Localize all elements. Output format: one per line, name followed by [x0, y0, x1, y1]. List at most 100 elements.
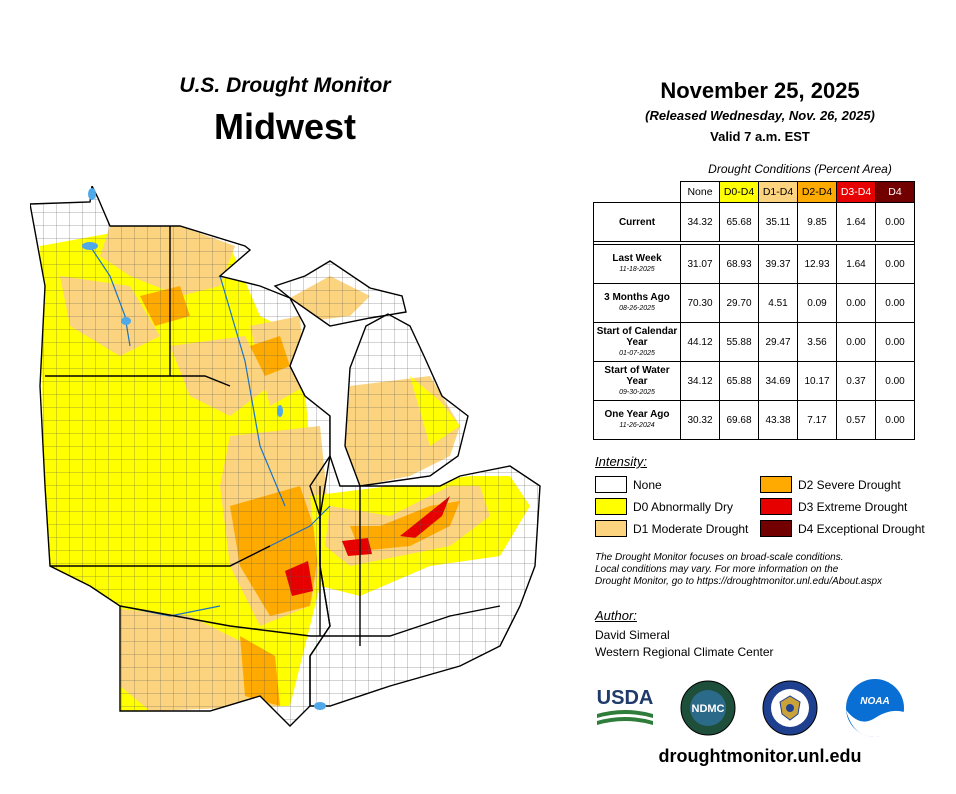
- table-caption: Drought Conditions (Percent Area): [708, 162, 892, 176]
- legend-swatch: [760, 476, 792, 493]
- table-cell: 0.00: [875, 322, 915, 362]
- info-note: The Drought Monitor focuses on broad-sca…: [595, 552, 935, 588]
- col-header: D3-D4: [836, 181, 876, 203]
- map-subtitle: U.S. Drought Monitor: [179, 74, 391, 97]
- note-line: The Drought Monitor focuses on broad-sca…: [595, 552, 844, 563]
- legend-swatch: [595, 476, 627, 493]
- table-spacer-cell: [593, 241, 915, 245]
- table-cell: 35.11: [758, 202, 798, 242]
- release-date: (Released Wednesday, Nov. 26, 2025): [645, 108, 875, 123]
- table-cell: 68.93: [719, 244, 759, 284]
- table-cell: 0.09: [797, 283, 837, 323]
- row-label: Last Week 11-18-2025: [593, 244, 681, 284]
- table-cell: 0.00: [875, 283, 915, 323]
- table-row: Last Week 11-18-2025 31.07 68.93 39.37 12.93 1…: [593, 244, 915, 284]
- legend-item-d3: D3 Extreme Drought: [760, 498, 907, 515]
- table-cell: 29.47: [758, 322, 798, 362]
- author-organization: Western Regional Climate Center: [595, 645, 774, 659]
- legend-label: D3 Extreme Drought: [798, 499, 908, 514]
- noaa-logo-text: NOAA: [860, 696, 889, 707]
- col-header: D2-D4: [797, 181, 837, 203]
- ndmc-logo-text: NDMC: [692, 703, 725, 715]
- map-date: November 25, 2025: [660, 78, 860, 103]
- table-cell: 34.12: [680, 361, 720, 401]
- table-cell: 1.64: [836, 202, 876, 242]
- table-cell: 65.68: [719, 202, 759, 242]
- table-cell: 0.37: [836, 361, 876, 401]
- table-cell: 29.70: [719, 283, 759, 323]
- legend-title: Intensity:: [595, 454, 648, 469]
- col-header: D0-D4: [719, 181, 759, 203]
- legend-item-d1: D1 Moderate Drought: [595, 520, 748, 537]
- legend-swatch: [760, 520, 792, 537]
- legend-label: D0 Abnormally Dry: [633, 499, 734, 514]
- table-spacer: [593, 241, 915, 245]
- table-row: Start of Calendar Year 01-07-2025 44.12 55.…: [593, 322, 915, 362]
- author-name: David Simeral: [595, 628, 670, 642]
- usda-logo: USDA: [597, 687, 654, 725]
- map-region-title: Midwest: [213, 106, 356, 147]
- legend-swatch: [760, 498, 792, 515]
- row-label-text: 3 Months Ago: [604, 292, 670, 303]
- table-cell: 34.69: [758, 361, 798, 401]
- row-label-date: 11-26-2024: [619, 422, 655, 429]
- row-label-date: 09-30-2025: [619, 388, 655, 396]
- table-cell: 0.00: [875, 400, 915, 440]
- drought-map: [30, 186, 541, 727]
- table-cell: 10.17: [797, 361, 837, 401]
- legend-label: D2 Severe Drought: [798, 477, 901, 492]
- table-row: Current 34.32 65.68 35.11 9.85 1.64 0.00: [593, 202, 915, 242]
- table-cell: 39.37: [758, 244, 798, 284]
- legend-item-d0: D0 Abnormally Dry: [595, 498, 733, 515]
- legend-label: None: [633, 477, 662, 492]
- legend-item-d2: D2 Severe Drought: [760, 476, 901, 493]
- table-cell: 9.85: [797, 202, 837, 242]
- note-line: Local conditions may vary. For more info…: [595, 564, 839, 575]
- col-header: D4: [875, 181, 915, 203]
- table-cell: 7.17: [797, 400, 837, 440]
- table-cell: 70.30: [680, 283, 720, 323]
- table-cell: 0.00: [875, 361, 915, 401]
- table-cell: 31.07: [680, 244, 720, 284]
- row-label-text: Current: [618, 216, 656, 228]
- table-corner: [594, 182, 681, 203]
- legend-swatch: [595, 498, 627, 515]
- table-cell: 34.32: [680, 202, 720, 242]
- row-label-text: Start of Calendar Year: [596, 325, 678, 348]
- row-label: Current: [593, 202, 681, 242]
- table-cell: 0.00: [875, 244, 915, 284]
- row-label: 3 Months Ago 08-26-2025: [593, 283, 681, 323]
- col-header: None: [680, 181, 720, 203]
- row-label-date: 01-07-2025: [619, 349, 655, 357]
- table-cell: 0.57: [836, 400, 876, 440]
- usda-logo-text: USDA: [597, 687, 654, 709]
- website-url: droughtmonitor.unl.edu: [658, 746, 862, 766]
- table-cell: 12.93: [797, 244, 837, 284]
- col-header: D1-D4: [758, 181, 798, 203]
- legend-label: D1 Moderate Drought: [633, 521, 749, 536]
- table-cell: 0.00: [836, 322, 876, 362]
- row-label: Start of Water Year 09-30-2025: [593, 361, 681, 401]
- table-row: 3 Months Ago 08-26-2025 70.30 29.70 4.51 0.09…: [593, 283, 915, 323]
- drought-conditions-table: None D0-D4 D1-D4 D2-D4 D3-D4 D4 Current 3…: [593, 181, 915, 440]
- row-label-date: 08-26-2025: [619, 305, 655, 312]
- row-label-date: 11-18-2025: [619, 266, 655, 273]
- author-heading: Author:: [595, 608, 637, 623]
- table-cell: 4.51: [758, 283, 798, 323]
- table-cell: 0.00: [875, 202, 915, 242]
- table-cell: 43.38: [758, 400, 798, 440]
- table-cell: 44.12: [680, 322, 720, 362]
- table-row: One Year Ago 11-26-2024 30.32 69.68 43.38 7.1…: [593, 400, 915, 440]
- table-cell: 0.00: [836, 283, 876, 323]
- row-label: Start of Calendar Year 01-07-2025: [593, 322, 681, 362]
- row-label: One Year Ago 11-26-2024: [593, 400, 681, 440]
- legend-label: D4 Exceptional Drought: [798, 521, 925, 536]
- table-cell: 55.88: [719, 322, 759, 362]
- row-label-text: One Year Ago: [604, 409, 670, 420]
- table-cell: 65.88: [719, 361, 759, 401]
- table-cell: 3.56: [797, 322, 837, 362]
- row-label-text: Last Week: [612, 253, 662, 264]
- note-line: Drought Monitor, go to https://droughtmo…: [595, 576, 883, 587]
- legend-swatch: [595, 520, 627, 537]
- ndmc-logo: NDMC: [680, 680, 736, 736]
